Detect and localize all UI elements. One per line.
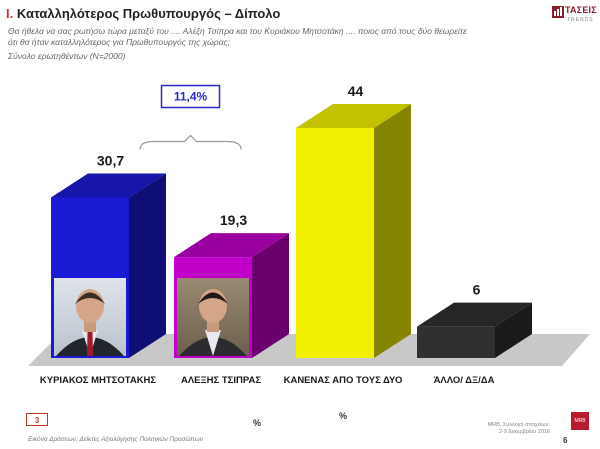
photo-hair (75, 292, 105, 304)
question-number-box: 3 (26, 413, 48, 426)
logo-name: ΤΑΣΕΙΣ (565, 5, 597, 15)
bar-side-0 (129, 173, 166, 358)
difference-bracket (139, 134, 242, 150)
bar-top-3 (417, 302, 532, 327)
bar-value-label-3: 6 (473, 282, 481, 298)
photo-tie (87, 332, 93, 356)
bar-top-2 (296, 104, 411, 128)
difference-label: 11,4% (174, 90, 208, 104)
footer-note: Εικόνα Δράσεων: Δείκτες Αξιολόγησης Πολι… (28, 436, 203, 443)
bar-2 (296, 128, 374, 358)
mitsotakis-photo (54, 278, 126, 356)
bar-side-1 (252, 233, 289, 358)
page-title: I. Καταλληλότερος Πρωθυπουργός – Δίπολο (6, 6, 280, 21)
logo-sub: TRENDS (567, 17, 594, 23)
bar-top-1 (174, 233, 289, 258)
bar-top-0 (51, 173, 166, 198)
bar-value-label-0: 30,7 (97, 153, 124, 169)
source-line-1: MRB, Συλλογή στοιχείων: (487, 422, 550, 428)
bar-3 (417, 326, 495, 358)
bar-side-2 (374, 104, 411, 358)
mrb-logo: MRB (571, 412, 589, 430)
taseis-logo: ΤΑΣΕΙΣ TRENDS (552, 4, 597, 30)
title-text: Καταλληλότερος Πρωθυπουργός – Δίπολο (16, 6, 281, 21)
section-number: I. (6, 6, 14, 21)
category-label-3: ΆΛΛΟ/ ΔΞ/ΔΑ (434, 375, 495, 386)
percent-symbol: % (253, 418, 262, 428)
photo-hair (198, 292, 228, 304)
category-label-1: ΑΛΕΞΗΣ ΤΣΙΠΡΑΣ (181, 375, 261, 386)
taseis-logo-icon (552, 6, 564, 18)
photo-shirt (205, 330, 221, 356)
source-note: MRB, Συλλογή στοιχείων: 2-9 Δεκεμβρίου 2… (470, 422, 550, 436)
category-label-2: ΚΑΝΕΝΑΣ ΑΠΟ ΤΟΥΣ ΔΥΟ (284, 375, 403, 386)
sample-size: Σύνολο ερωτηθέντων (Ν=2000) (8, 51, 126, 61)
bar-value-label-2: 44 (348, 83, 364, 99)
source-line-2: 2-9 Δεκεμβρίου 2016 (498, 429, 550, 435)
question-text: Θα ήθελα να σας ρωτήσω τώρα μεταξύ του .… (8, 26, 467, 47)
bar-side-3 (495, 302, 532, 358)
bar-value-label-1: 19,3 (220, 212, 247, 228)
tsipras-photo (177, 278, 249, 356)
page-number: 6 (563, 436, 568, 445)
category-label-0: ΚΥΡΙΑΚΟΣ ΜΗΤΣΟΤΑΚΗΣ (40, 375, 157, 386)
difference-box (160, 84, 221, 109)
percent-symbol-axis: % (339, 411, 347, 421)
